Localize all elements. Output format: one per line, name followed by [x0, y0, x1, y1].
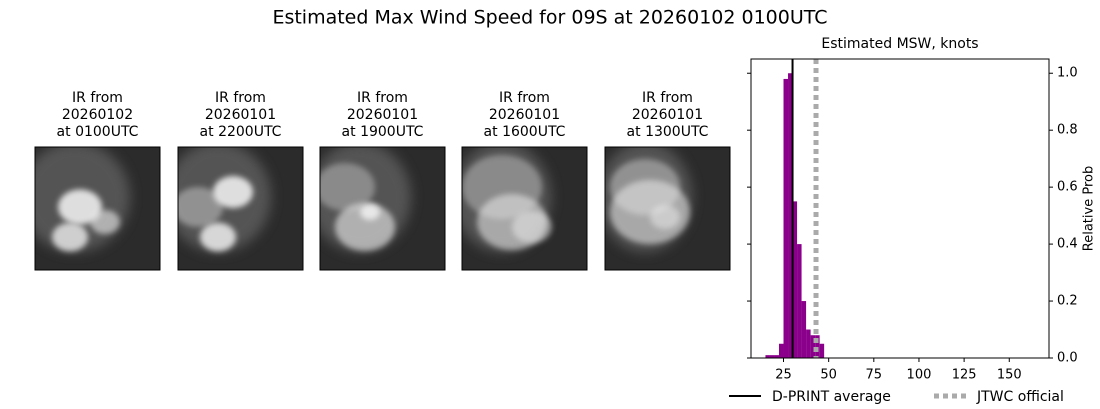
cloud [90, 210, 120, 234]
cloud [512, 211, 552, 243]
cloud [610, 159, 680, 215]
panel-border [461, 146, 588, 271]
panel-title: 20260101 [347, 107, 418, 123]
cloud [58, 189, 102, 225]
panel-title: at 2200UTC [200, 124, 282, 140]
cloud [462, 155, 542, 219]
cloud [52, 222, 88, 252]
panel-image [35, 147, 160, 270]
cloud [213, 176, 253, 208]
y-axis-label: Relative Prob [1082, 166, 1097, 251]
panel-title: 20260101 [205, 107, 276, 123]
x-tick-label: 125 [952, 368, 977, 383]
panel-image [320, 147, 445, 270]
bar [778, 343, 784, 358]
cloud [650, 205, 680, 229]
x-tick-label: 100 [907, 368, 932, 383]
cloud [200, 222, 236, 252]
panel-title: at 1300UTC [627, 124, 709, 140]
panel-border [319, 146, 446, 271]
bar [788, 73, 793, 358]
panel-title: 20260102 [62, 107, 133, 123]
panel-image [462, 147, 587, 270]
panel-border [177, 146, 304, 271]
y-tick-label: 0.0 [1057, 351, 1078, 366]
y-tick-label: 0.2 [1057, 294, 1078, 309]
legend-label: JTWC official [976, 389, 1064, 405]
bar [765, 355, 770, 358]
panel-title: IR from [642, 90, 693, 106]
panel-image [178, 147, 303, 270]
bar [801, 301, 807, 358]
bar [806, 329, 811, 358]
panel-border [34, 146, 161, 271]
cloud [320, 163, 375, 211]
x-tick-label: 25 [775, 368, 792, 383]
figure-title: Estimated Max Wind Speed for 09S at 2026… [272, 7, 827, 29]
chart-title: Estimated MSW, knots [821, 36, 978, 52]
panel-title: IR from [72, 90, 123, 106]
panel-title: IR from [215, 90, 266, 106]
panel-title: at 0100UTC [57, 124, 139, 140]
bar [769, 355, 775, 358]
bar [810, 335, 816, 358]
panel-image [605, 147, 730, 270]
panel-title: 20260101 [632, 107, 703, 123]
bar [819, 343, 825, 358]
cloud [335, 203, 395, 251]
x-tick-label: 50 [820, 368, 837, 383]
y-tick-label: 1.0 [1057, 66, 1078, 81]
y-tick-label: 0.4 [1057, 237, 1078, 252]
y-tick-label: 0.6 [1057, 180, 1078, 195]
cloud [178, 187, 223, 227]
panel-title: at 1900UTC [342, 124, 424, 140]
bar [774, 355, 779, 358]
panel-title: IR from [499, 90, 550, 106]
axes-frame [750, 58, 1050, 359]
x-tick-label: 150 [997, 368, 1022, 383]
bar [783, 78, 789, 358]
panel-title: IR from [357, 90, 408, 106]
panel-title: 20260101 [489, 107, 560, 123]
panel-border [604, 146, 731, 271]
bar [797, 244, 802, 358]
cloud [360, 204, 380, 220]
y-tick-label: 0.8 [1057, 123, 1078, 138]
panel-title: at 1600UTC [484, 124, 566, 140]
legend-label: D-PRINT average [772, 389, 891, 405]
bar [792, 201, 798, 358]
bar [815, 335, 820, 358]
x-tick-label: 75 [866, 368, 883, 383]
